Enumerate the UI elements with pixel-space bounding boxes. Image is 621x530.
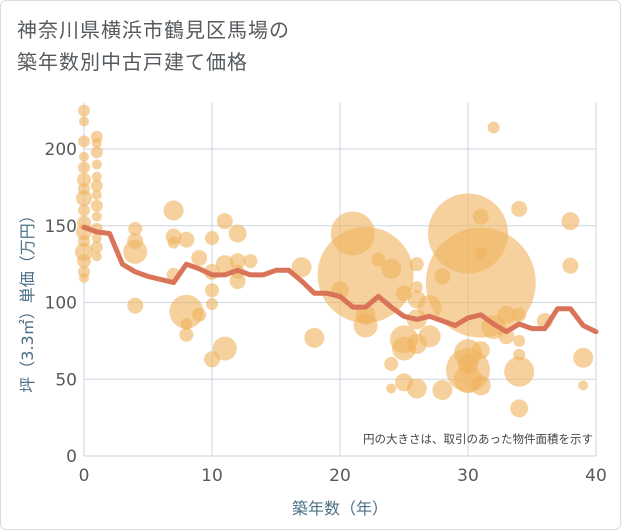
bubble-point: [91, 159, 102, 170]
y-tick-label: 150: [45, 217, 77, 237]
bubble-point: [180, 318, 193, 331]
bubble-point: [458, 353, 478, 374]
title-line-1: 神奈川県横浜市鶴見区馬場の: [17, 18, 290, 42]
trend-line: [81, 224, 599, 335]
bubble-point: [291, 257, 312, 278]
y-axis-title: 坪（3.3㎡）単価（万円）: [18, 207, 37, 392]
bubble-point: [513, 348, 526, 361]
bubble-point: [215, 255, 234, 274]
bubble-point: [78, 161, 90, 174]
bubble-point: [191, 250, 208, 267]
bubble-point: [91, 251, 102, 262]
bubble-point: [561, 212, 580, 231]
bubble-point: [384, 356, 399, 371]
x-axis-title: 築年数（年）: [292, 499, 388, 518]
bubble-point: [192, 307, 207, 322]
bubble-point: [205, 283, 219, 298]
bubble-point: [562, 257, 579, 274]
bubble-point: [504, 356, 535, 387]
y-tick-label: 50: [55, 370, 77, 390]
bubble-point: [410, 281, 423, 294]
bubble-point: [512, 307, 527, 322]
bubble-point: [79, 116, 89, 127]
y-tick-label: 200: [45, 140, 77, 160]
bubble-point: [79, 151, 89, 162]
bubble-point: [470, 375, 491, 396]
bubble-point: [77, 254, 91, 269]
bubble-point: [90, 146, 103, 159]
bubble-point: [474, 247, 487, 260]
bubble-point: [498, 328, 515, 345]
bubble-point: [434, 268, 451, 285]
y-tick-label: 0: [66, 447, 77, 467]
bubble-point: [79, 272, 89, 283]
x-tick-labels: 0 10 20 30 40: [79, 466, 607, 486]
bubble-point: [229, 253, 246, 270]
x-tick-label: 30: [457, 466, 479, 486]
x-tick-label: 10: [201, 466, 223, 486]
bubble-point: [487, 121, 500, 134]
bubble-point: [91, 190, 102, 201]
bubble-point: [90, 241, 103, 254]
bubble-point: [511, 200, 528, 217]
bubble-point: [396, 285, 412, 302]
bubble-point: [128, 221, 143, 236]
bubble-point: [228, 224, 247, 243]
title-line-2: 築年数別中古戸建て価格: [17, 50, 248, 74]
bubble-point: [409, 257, 424, 272]
bubble-point: [330, 211, 375, 256]
bubble-point: [573, 347, 594, 368]
bubble-point: [204, 351, 220, 368]
x-tick-label: 40: [585, 466, 607, 486]
bubble-point: [78, 204, 90, 217]
bubble-point: [163, 200, 184, 221]
bubble-point: [127, 297, 144, 314]
bubble-point: [179, 327, 194, 342]
bubble-point: [471, 341, 490, 360]
bubble-point: [381, 258, 402, 279]
bubble-point: [78, 104, 90, 117]
bubble-point: [472, 208, 489, 225]
size-note: 円の大きさは、取引のあった物件面積を示す: [363, 432, 593, 446]
bubble-point: [205, 231, 219, 246]
bubble-point: [304, 327, 325, 348]
bubble-point: [243, 254, 258, 269]
bubble-point: [212, 336, 237, 361]
y-tick-label: 100: [45, 294, 77, 314]
bubble-point: [91, 211, 102, 222]
bubble-point: [355, 304, 376, 325]
bubble-point: [90, 179, 103, 192]
bubble-point: [77, 172, 91, 187]
bubble-point: [216, 213, 233, 230]
bubble-point: [78, 235, 90, 248]
bubble-point: [167, 236, 180, 249]
bubble-point: [91, 233, 102, 244]
bubble-point: [510, 399, 529, 418]
bubble-point: [91, 171, 102, 182]
bubble-point: [78, 182, 90, 195]
bubble-point: [578, 380, 589, 391]
bubble-point: [76, 190, 92, 207]
bubble-point: [395, 373, 413, 392]
chart-title: 神奈川県横浜市鶴見区馬場の 築年数別中古戸建て価格: [17, 14, 290, 78]
bubble-point: [406, 333, 427, 354]
bubble-point: [407, 290, 426, 309]
bubble-point: [432, 380, 453, 401]
bubble-point: [428, 193, 508, 274]
bubble-point: [513, 334, 526, 347]
x-tick-label: 20: [329, 466, 351, 486]
bubble-point: [371, 252, 386, 267]
bubble-point: [178, 231, 195, 248]
bubble-point: [497, 305, 516, 324]
bubble-point: [91, 137, 102, 148]
x-tick-label: 0: [79, 466, 90, 486]
bubble-point: [127, 233, 144, 250]
bubble-point: [78, 135, 90, 148]
y-tick-labels: 0 50 100 150 200: [45, 140, 77, 467]
bubble-point: [386, 383, 397, 394]
bubble-point: [206, 298, 218, 311]
bubble-point: [90, 199, 103, 212]
